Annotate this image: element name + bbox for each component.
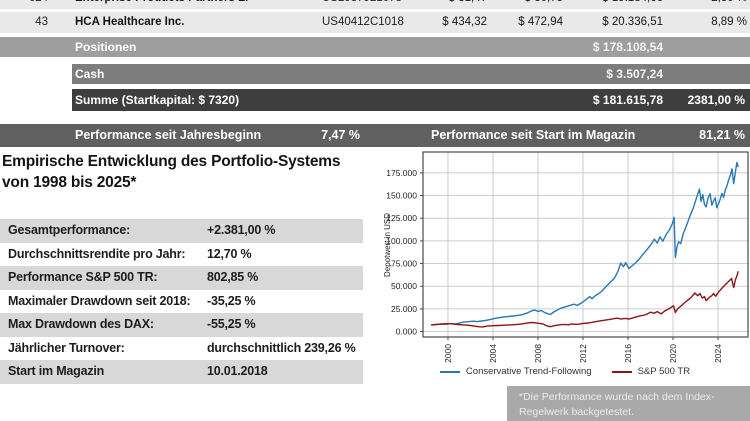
cash-label: Cash [75, 67, 105, 81]
performance-ytd-label: Performance seit Jahresbeginn [75, 128, 262, 142]
isin-cell: US40412C1018 [322, 16, 404, 28]
svg-text:75.000: 75.000 [391, 259, 417, 269]
performance-percent-cell: 8,89 % [711, 16, 747, 28]
performance-bar: Performance seit Jahresbeginn 7,47 % Per… [0, 124, 750, 147]
stats-row: Start im Magazin 10.01.2018 [0, 360, 363, 384]
stats-row: Gesamtperformance: +2.381,00 % [0, 219, 363, 243]
legend-label: Conservative Trend-Following [465, 366, 592, 377]
total-sum-bar: Summe (Startkapital: $ 7320) $ 181.615,7… [72, 89, 750, 111]
performance-ytd-value: 7,47 % [321, 128, 360, 142]
isin-cell: US2937921078 [322, 0, 427, 9]
stat-value: 802,85 % [207, 270, 259, 284]
holdings-row-clipped: 624 Enterprise Products Partners LP US29… [0, 0, 750, 9]
stat-label: Jährlicher Turnover: [8, 340, 125, 355]
section-heading: Empirische Entwicklung des Portfolio-Sys… [2, 151, 372, 193]
stat-label: Maximaler Drawdown seit 2018: [8, 293, 191, 308]
svg-text:50.000: 50.000 [391, 281, 417, 291]
security-name-cell: HCA Healthcare Inc. [75, 16, 185, 28]
svg-text:125.000: 125.000 [386, 213, 417, 223]
svg-text:25.000: 25.000 [391, 304, 417, 314]
legend-line-sample [439, 370, 460, 373]
heading-line-1: Empirische Entwicklung des Portfolio-Sys… [2, 153, 341, 170]
svg-text:Depotwert in USD: Depotwert in USD [383, 213, 392, 277]
shares-cell: 624 [0, 0, 48, 9]
positions-label: Positionen [75, 40, 137, 54]
cash-value: $ 3.507,24 [606, 67, 663, 81]
positions-total-bar: Positionen $ 178.108,54 [0, 37, 750, 57]
shares-cell: 43 [35, 16, 48, 28]
stat-label: Gesamtperformance: [8, 223, 131, 237]
svg-text:2004: 2004 [488, 344, 498, 363]
stat-value: -55,25 % [207, 317, 256, 331]
total-label: Summe (Startkapital: $ 7320) [75, 93, 240, 107]
svg-text:2008: 2008 [533, 344, 543, 363]
stat-value: +2.381,00 % [207, 223, 276, 237]
footnote-box: *Die Performance wurde nach dem Index- R… [507, 386, 750, 421]
chart-legend: Conservative Trend-Following S&P 500 TR [380, 366, 750, 377]
svg-text:2020: 2020 [668, 344, 678, 363]
current-price-cell: $ 472,94 [518, 16, 563, 28]
svg-text:2016: 2016 [623, 344, 633, 363]
performance-chart: 0.000 25.000 50.000 75.000 100.000 125.000 150… [380, 148, 750, 385]
current-price-cell: $ 30,75 [495, 0, 563, 9]
security-name-cell: Enterprise Products Partners LP [75, 0, 320, 9]
position-value-cell: $ 20.336,51 [602, 16, 663, 28]
svg-text:2012: 2012 [578, 344, 588, 363]
stat-value: 12,70 % [207, 246, 252, 261]
legend-item: Conservative Trend-Following [439, 366, 592, 377]
svg-text:175.000: 175.000 [386, 168, 417, 178]
stat-label: Max Drawdown des DAX: [8, 317, 154, 331]
position-value-cell: $ 19.184,66 [573, 0, 663, 9]
total-value: $ 181.615,78 [592, 93, 663, 107]
svg-text:100.000: 100.000 [386, 236, 417, 246]
buy-price-cell: $ 434,32 [442, 16, 487, 28]
stats-table: Gesamtperformance: +2.381,00 % Durchschn… [0, 219, 363, 384]
table-row: 624 Enterprise Products Partners LP US29… [0, 0, 750, 9]
stats-row: Jährlicher Turnover: durchschnittlich 23… [0, 337, 363, 361]
stats-row: Max Drawdown des DAX: -55,25 % [0, 313, 363, 337]
performance-since-start-value: 81,21 % [699, 128, 745, 142]
footnote-line-1: *Die Performance wurde nach dem Index- [519, 391, 715, 403]
svg-text:2024: 2024 [713, 344, 723, 363]
stat-label: Durchschnittsrendite pro Jahr: [8, 246, 186, 261]
svg-text:0.000: 0.000 [396, 327, 418, 337]
legend-line-sample [611, 370, 632, 373]
footnote-line-2: Regelwerk backgetestet. [519, 406, 634, 418]
cash-bar: Cash $ 3.507,24 [72, 64, 750, 84]
stat-label: Start im Magazin [8, 364, 105, 378]
buy-price-cell: $ 31,47 [418, 0, 487, 9]
heading-line-2: von 1998 bis 2025* [2, 174, 137, 191]
table-row: 43 HCA Healthcare Inc. US40412C1018 $ 43… [0, 12, 750, 33]
legend-item: S&P 500 TR [611, 366, 691, 377]
performance-since-start-label: Performance seit Start im Magazin [431, 128, 636, 142]
stats-row: Durchschnittsrendite pro Jahr: 12,70 % [0, 243, 363, 267]
stat-value: 10.01.2018 [207, 364, 268, 378]
stats-row: Maximaler Drawdown seit 2018: -35,25 % [0, 290, 363, 314]
stat-value: durchschnittlich 239,26 % [207, 340, 356, 355]
stat-label: Performance S&P 500 TR: [8, 270, 158, 284]
positions-value: $ 178.108,54 [592, 40, 663, 54]
svg-text:2000: 2000 [443, 344, 453, 363]
legend-label: S&P 500 TR [637, 366, 691, 377]
stats-row: Performance S&P 500 TR: 802,85 % [0, 266, 363, 290]
stat-value: -35,25 % [207, 293, 256, 308]
performance-percent-cell: -2,30 % [665, 0, 747, 9]
total-percent: 2381,00 % [687, 93, 745, 107]
svg-text:150.000: 150.000 [386, 191, 417, 201]
